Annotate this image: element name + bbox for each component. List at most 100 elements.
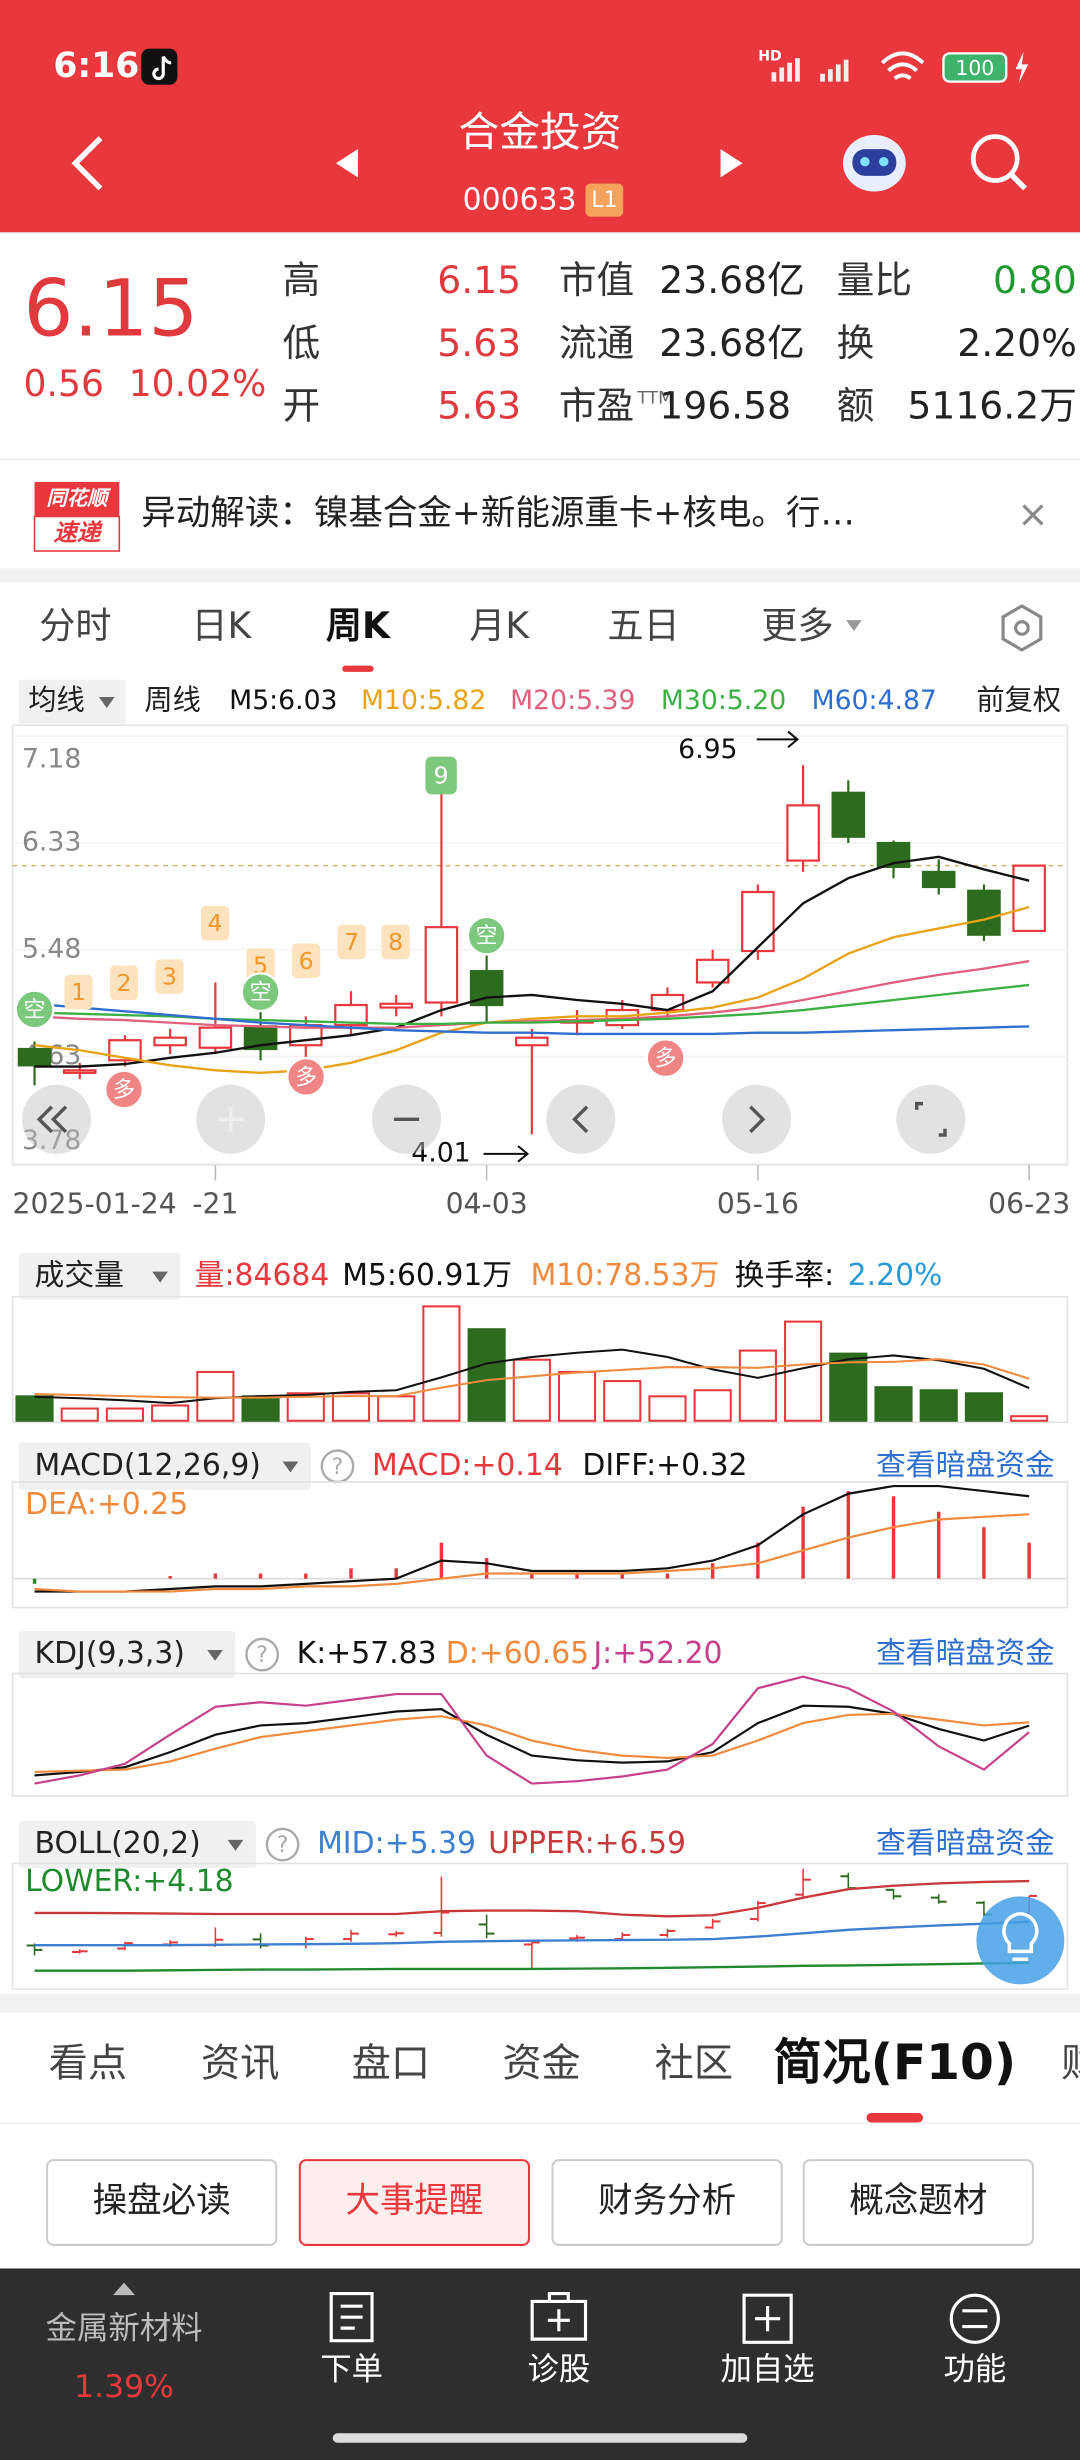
- sector-change: 1.39%: [74, 2369, 174, 2405]
- chart-control[interactable]: [546, 1084, 616, 1154]
- field-label: 开: [283, 384, 321, 428]
- signal-marker: [291, 943, 321, 979]
- function-icon: [949, 2293, 1000, 2344]
- prev-stock[interactable]: [335, 149, 358, 178]
- help-icon[interactable]: [245, 1637, 280, 1672]
- f10-tab[interactable]: 资讯: [201, 2041, 279, 2086]
- battery: [942, 52, 1008, 83]
- chart-control-icon: [36, 1105, 68, 1134]
- tab[interactable]: 周K: [326, 604, 392, 647]
- field-label: 低: [283, 321, 321, 365]
- f10-button[interactable]: [298, 2159, 531, 2246]
- app-icon-note: [152, 55, 172, 81]
- kdj-line: [34, 1675, 1030, 1785]
- period-tabs: 分时 日K 周K 月K 五日 更多: [39, 604, 834, 672]
- signal-marker: [14, 989, 55, 1030]
- f10-tab[interactable]: 简况(F10): [773, 2035, 1016, 2091]
- tab[interactable]: 五日: [608, 604, 680, 647]
- signal-marker: [240, 972, 281, 1013]
- field-label: 额: [837, 384, 875, 428]
- dark-pool-link[interactable]: 查看暗盘资金: [876, 1826, 1055, 1861]
- chart-control[interactable]: [722, 1084, 792, 1154]
- indicator-title: BOLL(20,2): [35, 1826, 201, 1861]
- legend-entry: 量:84684: [195, 1258, 330, 1293]
- macd-line: [34, 1513, 1030, 1593]
- settings-dot: [1014, 620, 1030, 636]
- indicator-selector[interactable]: [18, 1442, 311, 1490]
- level-badge: [585, 183, 624, 217]
- app-icon: [141, 48, 178, 85]
- f10-button[interactable]: [46, 2159, 278, 2246]
- chart-control[interactable]: [21, 1084, 92, 1154]
- watchlist-icon: [742, 2293, 793, 2344]
- nav-label[interactable]: 功能: [943, 2352, 1006, 2388]
- tips-icon: [1002, 1911, 1039, 1961]
- dark-pool-link[interactable]: 查看暗盘资金: [876, 1448, 1055, 1483]
- f10-tab[interactable]: 盘口: [352, 2041, 430, 2086]
- level-badge-text: L1: [591, 188, 617, 213]
- tips-button[interactable]: [976, 1896, 1065, 1985]
- f10-tab[interactable]: 财: [1061, 2041, 1080, 2086]
- settings-button[interactable]: [1001, 604, 1043, 652]
- help-icon[interactable]: [265, 1827, 300, 1862]
- volume-bar: [331, 1392, 371, 1422]
- sector-arrow: [113, 2282, 135, 2296]
- news-close[interactable]: [1022, 504, 1044, 526]
- signal-marker: [466, 915, 507, 956]
- signal-marker: [381, 924, 410, 960]
- selector-arrow: [282, 1461, 299, 1473]
- field-value: 6.15: [437, 258, 521, 302]
- signal-marker-text: 多: [113, 1078, 135, 1103]
- panel-frame: [11, 1672, 1069, 1797]
- chart-control-icon: [572, 1105, 589, 1134]
- f10-button[interactable]: [802, 2159, 1034, 2246]
- tab[interactable]: 月K: [469, 604, 530, 647]
- function-icon-lines: [962, 2309, 988, 2329]
- f10-tab[interactable]: 社区: [655, 2041, 733, 2086]
- f10-tab[interactable]: 资金: [502, 2041, 580, 2086]
- nav-label[interactable]: 加自选: [721, 2352, 815, 2388]
- selector-arrow: [207, 1649, 223, 1661]
- indicator-selector[interactable]: [18, 1252, 181, 1300]
- low-annotation: 4.01: [411, 1137, 470, 1168]
- indicator-selector[interactable]: [18, 1821, 256, 1869]
- stock-code: 000633: [463, 182, 577, 217]
- legend-entry: DIFF:+0.32: [582, 1448, 747, 1483]
- volume-bar: [512, 1358, 551, 1422]
- tab[interactable]: 分时: [39, 604, 111, 647]
- high-annotation: 6.95: [678, 734, 737, 765]
- panel-frame: [11, 724, 1069, 1166]
- legend-entry: M30:5.20: [661, 685, 786, 716]
- candle-body: [108, 1039, 142, 1062]
- back-button[interactable]: [71, 136, 103, 191]
- chart-control-icon: [218, 1106, 244, 1132]
- f10-button[interactable]: [551, 2159, 783, 2246]
- y-tick-label: 6.33: [22, 827, 81, 858]
- nav-label[interactable]: 诊股: [527, 2352, 590, 2388]
- legend-entry: DEA:+0.25: [25, 1487, 188, 1522]
- signal-marker-text: 多: [295, 1066, 317, 1091]
- signal-marker-text: 9: [434, 762, 449, 790]
- adjust-label[interactable]: 前复权: [976, 684, 1061, 717]
- x-tick-label: -21: [192, 1188, 238, 1221]
- volume-bar: [648, 1395, 687, 1422]
- field-label-sup: TTM: [636, 389, 673, 409]
- nav-label[interactable]: 下单: [320, 2352, 383, 2388]
- next-stock[interactable]: [720, 149, 743, 178]
- news-text[interactable]: 异动解读：镍基合金+新能源重卡+核电。行…: [141, 493, 855, 533]
- dark-pool-link[interactable]: 查看暗盘资金: [876, 1636, 1055, 1671]
- sector-name[interactable]: 金属新材料: [46, 2311, 203, 2347]
- diagnose-icon: [530, 2292, 588, 2341]
- chart-control[interactable]: [896, 1084, 966, 1154]
- macd-line: [34, 1484, 1030, 1593]
- signal-marker-text: 空: [250, 981, 272, 1006]
- f10-tab[interactable]: 看点: [49, 2041, 127, 2086]
- field-label: 流通: [559, 321, 634, 365]
- candle-body: [1012, 864, 1046, 933]
- legend-entry: J:+52.20: [591, 1636, 722, 1671]
- tab[interactable]: 日K: [191, 604, 252, 647]
- indicator-selector[interactable]: [18, 1631, 236, 1679]
- field-label: 市盈: [559, 384, 634, 428]
- tab[interactable]: 更多: [761, 604, 833, 647]
- search-button[interactable]: [970, 134, 1020, 183]
